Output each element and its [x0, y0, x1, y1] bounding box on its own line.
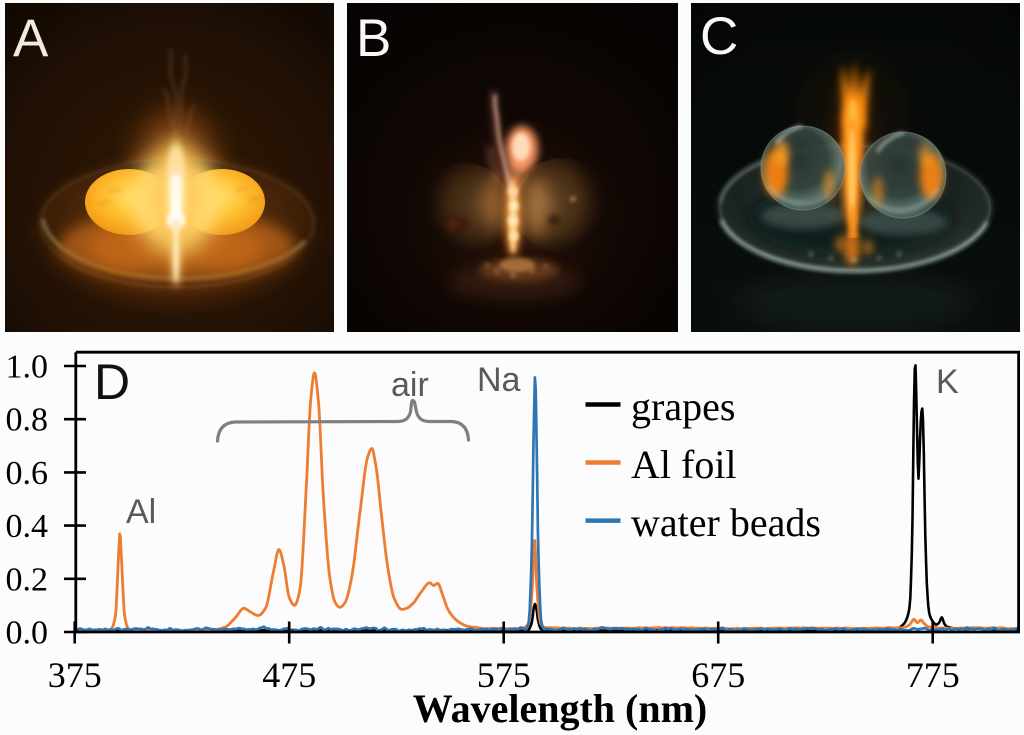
svg-text:0.0: 0.0	[6, 615, 49, 652]
svg-text:475: 475	[262, 655, 316, 695]
svg-text:775: 775	[906, 655, 960, 695]
svg-text:0.6: 0.6	[6, 455, 49, 492]
svg-text:air: air	[391, 366, 429, 404]
svg-text:575: 575	[477, 655, 531, 695]
svg-text:Wavelength (nm): Wavelength (nm)	[413, 686, 707, 731]
svg-text:C: C	[700, 7, 738, 66]
svg-text:Al foil: Al foil	[631, 442, 737, 487]
svg-text:0.2: 0.2	[6, 561, 49, 598]
svg-text:Na: Na	[477, 361, 521, 399]
svg-text:water beads: water beads	[631, 500, 821, 545]
svg-text:1.0: 1.0	[6, 349, 49, 386]
svg-text:0.8: 0.8	[6, 402, 49, 439]
svg-text:K: K	[936, 363, 959, 401]
svg-text:D: D	[94, 354, 130, 410]
svg-text:0.4: 0.4	[6, 508, 49, 545]
svg-text:675: 675	[691, 655, 745, 695]
svg-text:375: 375	[48, 655, 102, 695]
svg-text:B: B	[356, 9, 391, 68]
svg-text:grapes: grapes	[631, 384, 735, 429]
svg-text:Al: Al	[126, 493, 156, 531]
svg-text:A: A	[13, 9, 49, 68]
